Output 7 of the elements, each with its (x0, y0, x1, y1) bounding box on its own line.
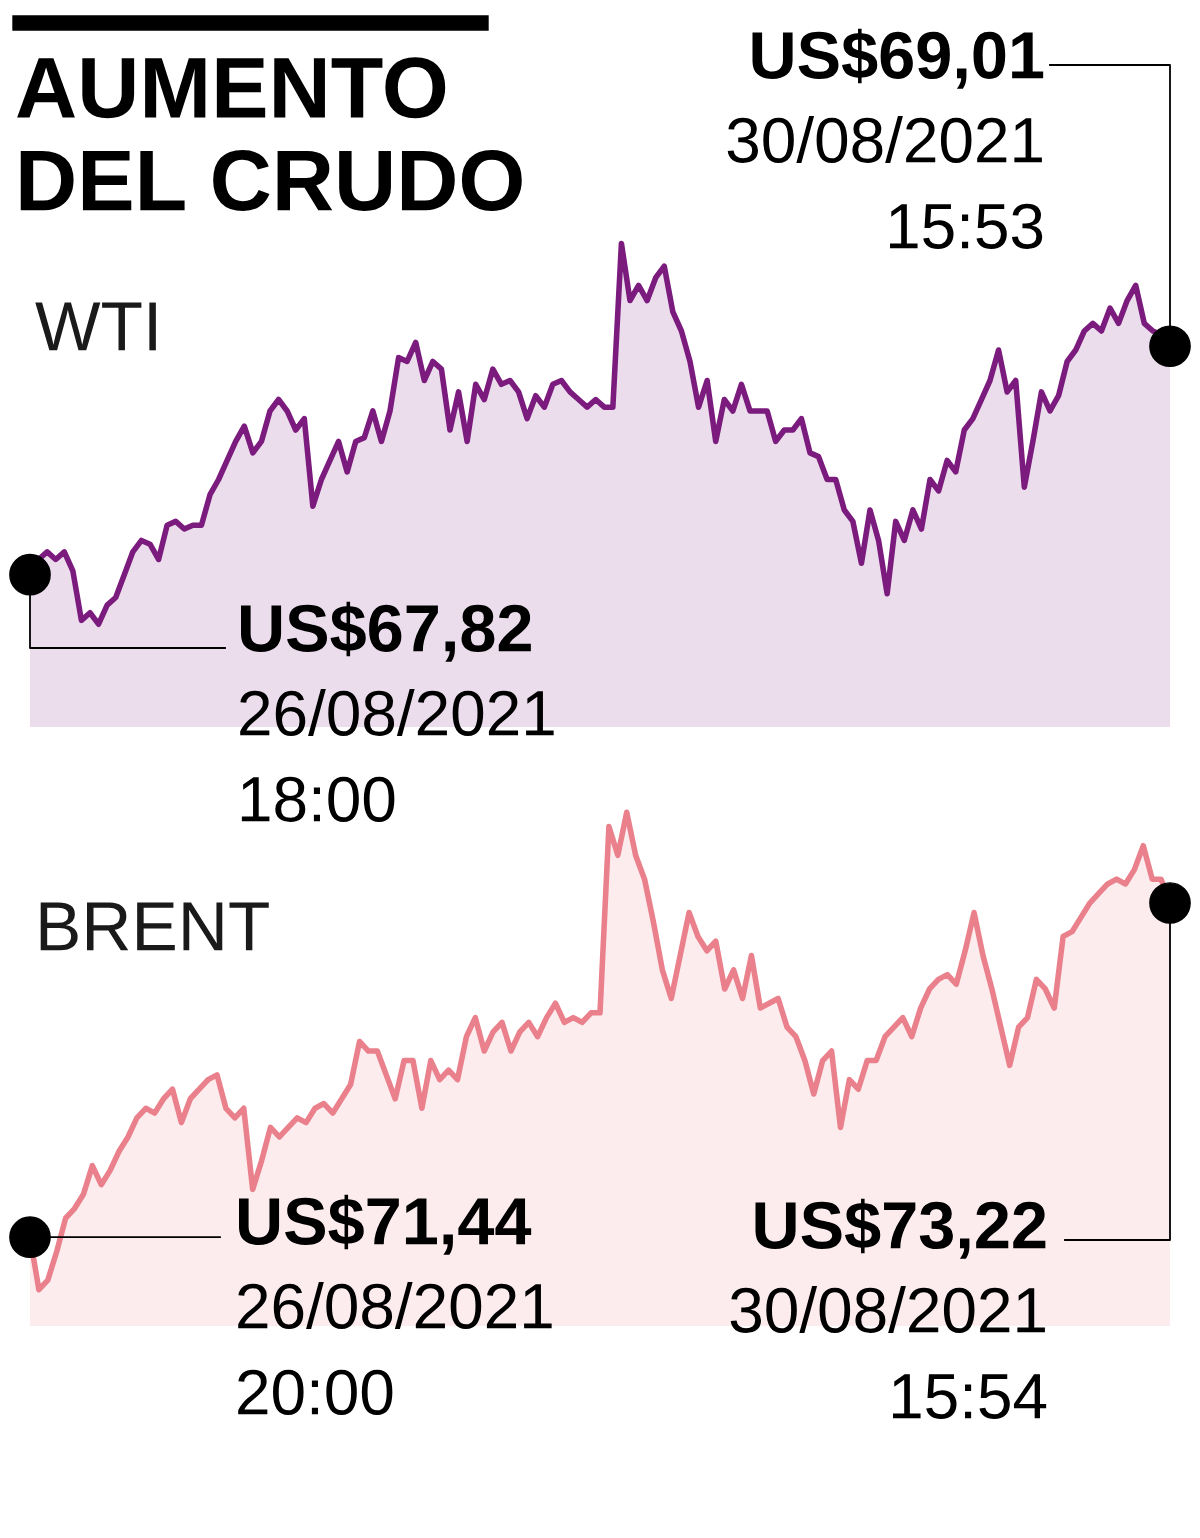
series-label: WTI (35, 302, 156, 351)
series-label: BRENT (40, 902, 269, 951)
annotation: US$73,22 30/08/2021 15:54 (730, 1198, 1047, 1419)
annotation: US$67,82 26/08/2021 18:00 (240, 601, 554, 822)
chart-title: AUMENTO DEL CRUDO (17, 57, 522, 211)
annotation: US$71,44 26/08/2021 20:00 (238, 1194, 552, 1415)
annotation: US$69,01 30/08/2021 15:53 (727, 28, 1044, 249)
